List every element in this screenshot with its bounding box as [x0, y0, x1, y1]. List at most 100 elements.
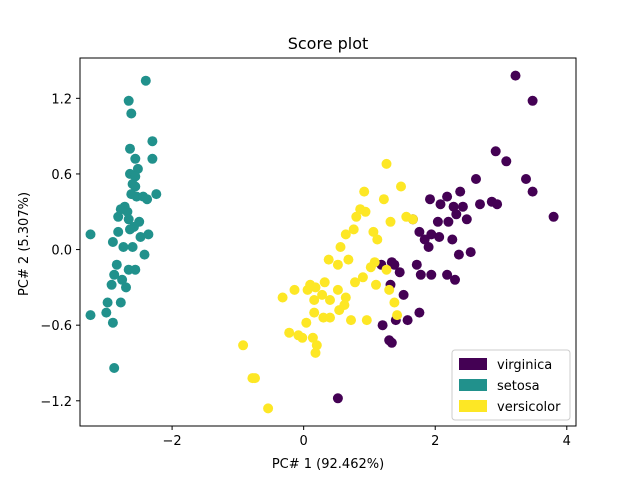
point-virginica — [448, 201, 459, 212]
point-versicolor — [348, 224, 359, 235]
point-versicolor — [301, 317, 312, 328]
point-setosa — [147, 136, 158, 147]
point-virginica — [442, 191, 453, 202]
point-versicolor — [340, 292, 351, 303]
x-axis-label: PC# 1 (92.462%) — [272, 457, 384, 472]
point-virginica — [423, 242, 434, 252]
point-setosa — [143, 229, 154, 240]
point-versicolor — [343, 254, 354, 265]
point-versicolor — [350, 277, 360, 288]
point-virginica — [548, 211, 559, 222]
point-setosa — [85, 310, 96, 321]
point-versicolor — [396, 181, 406, 192]
point-virginica — [419, 234, 430, 245]
point-setosa — [130, 264, 141, 275]
point-virginica — [435, 199, 446, 210]
y-tick-label: 1.2 — [51, 92, 72, 107]
point-setosa — [109, 269, 120, 280]
point-setosa — [135, 232, 146, 242]
point-versicolor — [277, 292, 288, 303]
point-virginica — [432, 216, 443, 227]
point-virginica — [386, 337, 397, 348]
point-setosa — [111, 259, 122, 270]
x-tick-label: 2 — [431, 434, 439, 449]
point-versicolor — [392, 310, 403, 321]
x-tick-label: −2 — [163, 434, 182, 449]
point-virginica — [398, 289, 409, 300]
point-setosa — [113, 211, 124, 222]
point-virginica — [442, 269, 453, 280]
point-setosa — [107, 237, 118, 247]
point-setosa — [109, 363, 120, 373]
point-virginica — [501, 156, 512, 167]
point-setosa — [147, 153, 158, 164]
point-virginica — [411, 259, 422, 270]
point-virginica — [434, 232, 445, 242]
point-setosa — [107, 317, 118, 328]
plot-frame — [79, 57, 577, 427]
point-versicolor — [238, 340, 249, 351]
point-versicolor — [372, 234, 383, 245]
x-tick-label: 4 — [563, 434, 571, 449]
point-virginica — [461, 214, 472, 225]
legend-label: virginica — [497, 358, 552, 373]
chart-title: Score plot — [288, 34, 369, 53]
point-versicolor — [368, 226, 379, 237]
point-setosa — [151, 189, 162, 200]
point-versicolor — [319, 277, 330, 288]
point-virginica — [455, 186, 466, 197]
point-setosa — [130, 153, 141, 164]
point-setosa — [127, 242, 138, 252]
y-axis-label: PC# 2 (5.307%) — [17, 192, 32, 296]
point-versicolor — [284, 327, 295, 338]
point-setosa — [101, 307, 112, 318]
point-setosa — [123, 214, 134, 225]
point-virginica — [414, 226, 425, 237]
point-versicolor — [317, 289, 328, 300]
y-tick-label: −0.6 — [40, 319, 72, 334]
point-versicolor — [323, 254, 334, 265]
point-virginica — [402, 315, 413, 326]
point-versicolor — [351, 211, 362, 222]
point-setosa — [102, 297, 113, 308]
point-virginica — [490, 146, 501, 157]
legend-swatch — [459, 358, 487, 370]
point-virginica — [332, 393, 343, 404]
point-versicolor — [407, 214, 418, 225]
point-virginica — [457, 201, 468, 212]
legend-swatch — [459, 400, 487, 412]
point-setosa — [118, 242, 129, 252]
point-virginica — [465, 247, 476, 258]
point-versicolor — [297, 332, 308, 343]
x-tick-label: 0 — [300, 434, 308, 449]
point-versicolor — [381, 264, 392, 275]
point-virginica — [527, 186, 538, 197]
point-virginica — [527, 95, 538, 106]
point-virginica — [451, 209, 462, 220]
point-virginica — [475, 199, 485, 210]
axis-ticks: −2 0 2 4 −1.2 −0.6 0.0 0.6 1.2 — [40, 92, 571, 449]
point-virginica — [377, 320, 388, 331]
point-virginica — [492, 199, 503, 210]
data-points — [85, 70, 559, 414]
point-versicolor — [334, 305, 345, 316]
point-versicolor — [361, 315, 372, 326]
point-versicolor — [346, 315, 356, 326]
point-setosa — [117, 274, 128, 285]
point-versicolor — [340, 229, 351, 240]
point-setosa — [85, 229, 96, 240]
y-tick-label: −1.2 — [40, 395, 72, 410]
point-versicolor — [302, 284, 313, 295]
point-versicolor — [325, 312, 335, 323]
point-versicolor — [310, 347, 321, 358]
point-versicolor — [357, 272, 368, 283]
point-versicolor — [307, 332, 318, 343]
point-versicolor — [359, 186, 370, 197]
point-versicolor — [365, 262, 376, 273]
point-versicolor — [263, 403, 274, 414]
point-setosa — [132, 163, 143, 174]
point-setosa — [122, 206, 133, 217]
point-setosa — [113, 226, 124, 237]
point-virginica — [426, 269, 437, 280]
point-versicolor — [381, 158, 392, 169]
